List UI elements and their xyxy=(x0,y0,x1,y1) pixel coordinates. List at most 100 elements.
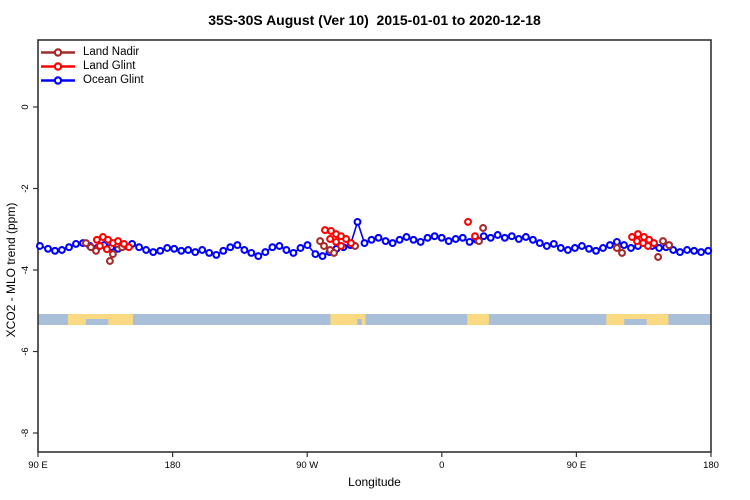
data-point-land-glint xyxy=(628,233,636,241)
data-point-ocean-glint xyxy=(374,233,383,242)
data-point-ocean-glint xyxy=(156,246,165,255)
data-point-ocean-glint xyxy=(233,241,242,250)
data-point-ocean-glint xyxy=(247,248,256,257)
data-point-ocean-glint xyxy=(135,243,144,252)
data-point-ocean-glint xyxy=(353,217,362,226)
data-point-ocean-glint xyxy=(177,246,186,255)
map-strip-water-notch xyxy=(357,319,362,325)
data-point-ocean-glint xyxy=(226,243,235,252)
data-point-ocean-glint xyxy=(388,239,397,248)
data-point-ocean-glint xyxy=(620,241,628,250)
data-point-ocean-glint xyxy=(163,244,172,252)
map-strip-land xyxy=(467,314,489,325)
data-point-ocean-glint xyxy=(577,242,586,250)
data-point-land-nadir xyxy=(612,244,621,252)
data-point-ocean-glint xyxy=(311,250,320,259)
data-point-land-glint xyxy=(337,242,345,250)
data-point-ocean-glint xyxy=(191,248,200,257)
x-tick-label: 90 E xyxy=(567,460,587,471)
legend-item-ocean-glint: Ocean Glint xyxy=(41,73,144,87)
data-point-ocean-glint xyxy=(289,248,298,257)
data-point-ocean-glint xyxy=(142,246,151,254)
legend-label: Land Glint xyxy=(83,60,136,72)
data-point-ocean-glint xyxy=(282,246,291,254)
legend: Land Nadir Land Glint Ocean Glint xyxy=(41,45,144,87)
data-point-ocean-glint xyxy=(605,241,614,250)
x-tick-label: 180 xyxy=(703,460,719,471)
data-point-ocean-glint xyxy=(240,246,249,254)
data-point-ocean-glint xyxy=(44,244,52,253)
data-point-land-nadir xyxy=(316,237,325,246)
data-point-ocean-glint xyxy=(669,246,678,254)
data-point-ocean-glint xyxy=(549,239,558,248)
data-point-ocean-glint xyxy=(493,231,502,239)
y-tick-label: 0 xyxy=(20,104,31,109)
data-point-land-glint xyxy=(342,235,351,243)
data-point-land-nadir xyxy=(108,250,117,259)
data-point-land-glint xyxy=(326,235,335,243)
data-point-ocean-glint xyxy=(170,244,179,253)
data-point-ocean-glint xyxy=(416,237,425,246)
y-tick-label: -8 xyxy=(20,429,31,437)
data-point-land-glint xyxy=(650,239,658,248)
data-point-ocean-glint xyxy=(486,233,495,242)
data-point-land-glint xyxy=(332,237,341,246)
data-point-land-nadir xyxy=(330,248,338,257)
data-point-land-glint xyxy=(102,245,111,254)
data-point-land-glint xyxy=(464,217,472,226)
data-point-ocean-glint xyxy=(465,237,474,246)
data-point-land-glint xyxy=(92,235,101,244)
data-point-ocean-glint xyxy=(570,244,579,252)
data-point-ocean-glint xyxy=(184,246,193,254)
data-point-ocean-glint xyxy=(72,239,80,248)
y-tick-label: -2 xyxy=(20,184,31,192)
map-strip-water-notch xyxy=(85,319,109,325)
data-point-ocean-glint xyxy=(402,233,411,241)
data-point-ocean-glint xyxy=(535,239,544,248)
data-point-land-nadir xyxy=(86,243,95,252)
chart-title: 35S-30S August (Ver 10) 2015-01-01 to 20… xyxy=(208,12,541,28)
data-point-ocean-glint xyxy=(627,244,635,252)
data-point-ocean-glint xyxy=(542,242,551,250)
data-point-ocean-glint xyxy=(697,248,706,257)
legend-marker-land-glint-icon xyxy=(41,61,75,71)
data-point-land-glint xyxy=(124,243,133,252)
data-point-ocean-glint xyxy=(360,239,369,248)
data-point-ocean-glint xyxy=(303,241,312,250)
data-point-ocean-glint xyxy=(655,244,664,252)
y-tick-label: -6 xyxy=(20,347,31,355)
data-point-ocean-glint xyxy=(395,235,404,244)
x-tick-label: 90 W xyxy=(296,460,318,471)
data-point-land-glint xyxy=(114,237,122,246)
data-point-ocean-glint xyxy=(704,246,713,255)
data-point-ocean-glint xyxy=(599,244,607,252)
legend-item-land-nadir: Land Nadir xyxy=(41,45,144,59)
data-point-ocean-glint xyxy=(592,246,600,255)
data-point-ocean-glint xyxy=(430,232,439,241)
data-point-ocean-glint xyxy=(500,233,509,242)
data-point-land-nadir xyxy=(654,253,663,261)
x-tick-label: 90 E xyxy=(28,460,48,471)
legend-label: Land Nadir xyxy=(83,46,140,58)
x-tick-label: 180 xyxy=(165,460,181,471)
map-strip-water-notch xyxy=(624,319,647,325)
data-point-land-glint xyxy=(633,237,641,246)
data-point-ocean-glint xyxy=(65,243,73,252)
data-point-ocean-glint xyxy=(479,232,488,241)
legend-marker-ocean-glint-icon xyxy=(41,75,75,85)
map-strip-ocean xyxy=(38,314,711,325)
data-point-ocean-glint xyxy=(296,244,305,252)
data-point-land-glint xyxy=(95,242,104,250)
data-point-ocean-glint xyxy=(409,235,418,244)
data-point-ocean-glint xyxy=(367,235,376,244)
data-point-ocean-glint xyxy=(528,235,537,244)
map-strip-land xyxy=(330,314,366,325)
data-point-ocean-glint xyxy=(563,246,572,254)
data-point-ocean-glint xyxy=(268,243,277,252)
data-point-ocean-glint xyxy=(57,246,66,254)
data-point-land-nadir xyxy=(82,239,90,248)
data-point-land-nadir xyxy=(665,241,674,250)
data-point-land-nadir xyxy=(479,224,488,232)
